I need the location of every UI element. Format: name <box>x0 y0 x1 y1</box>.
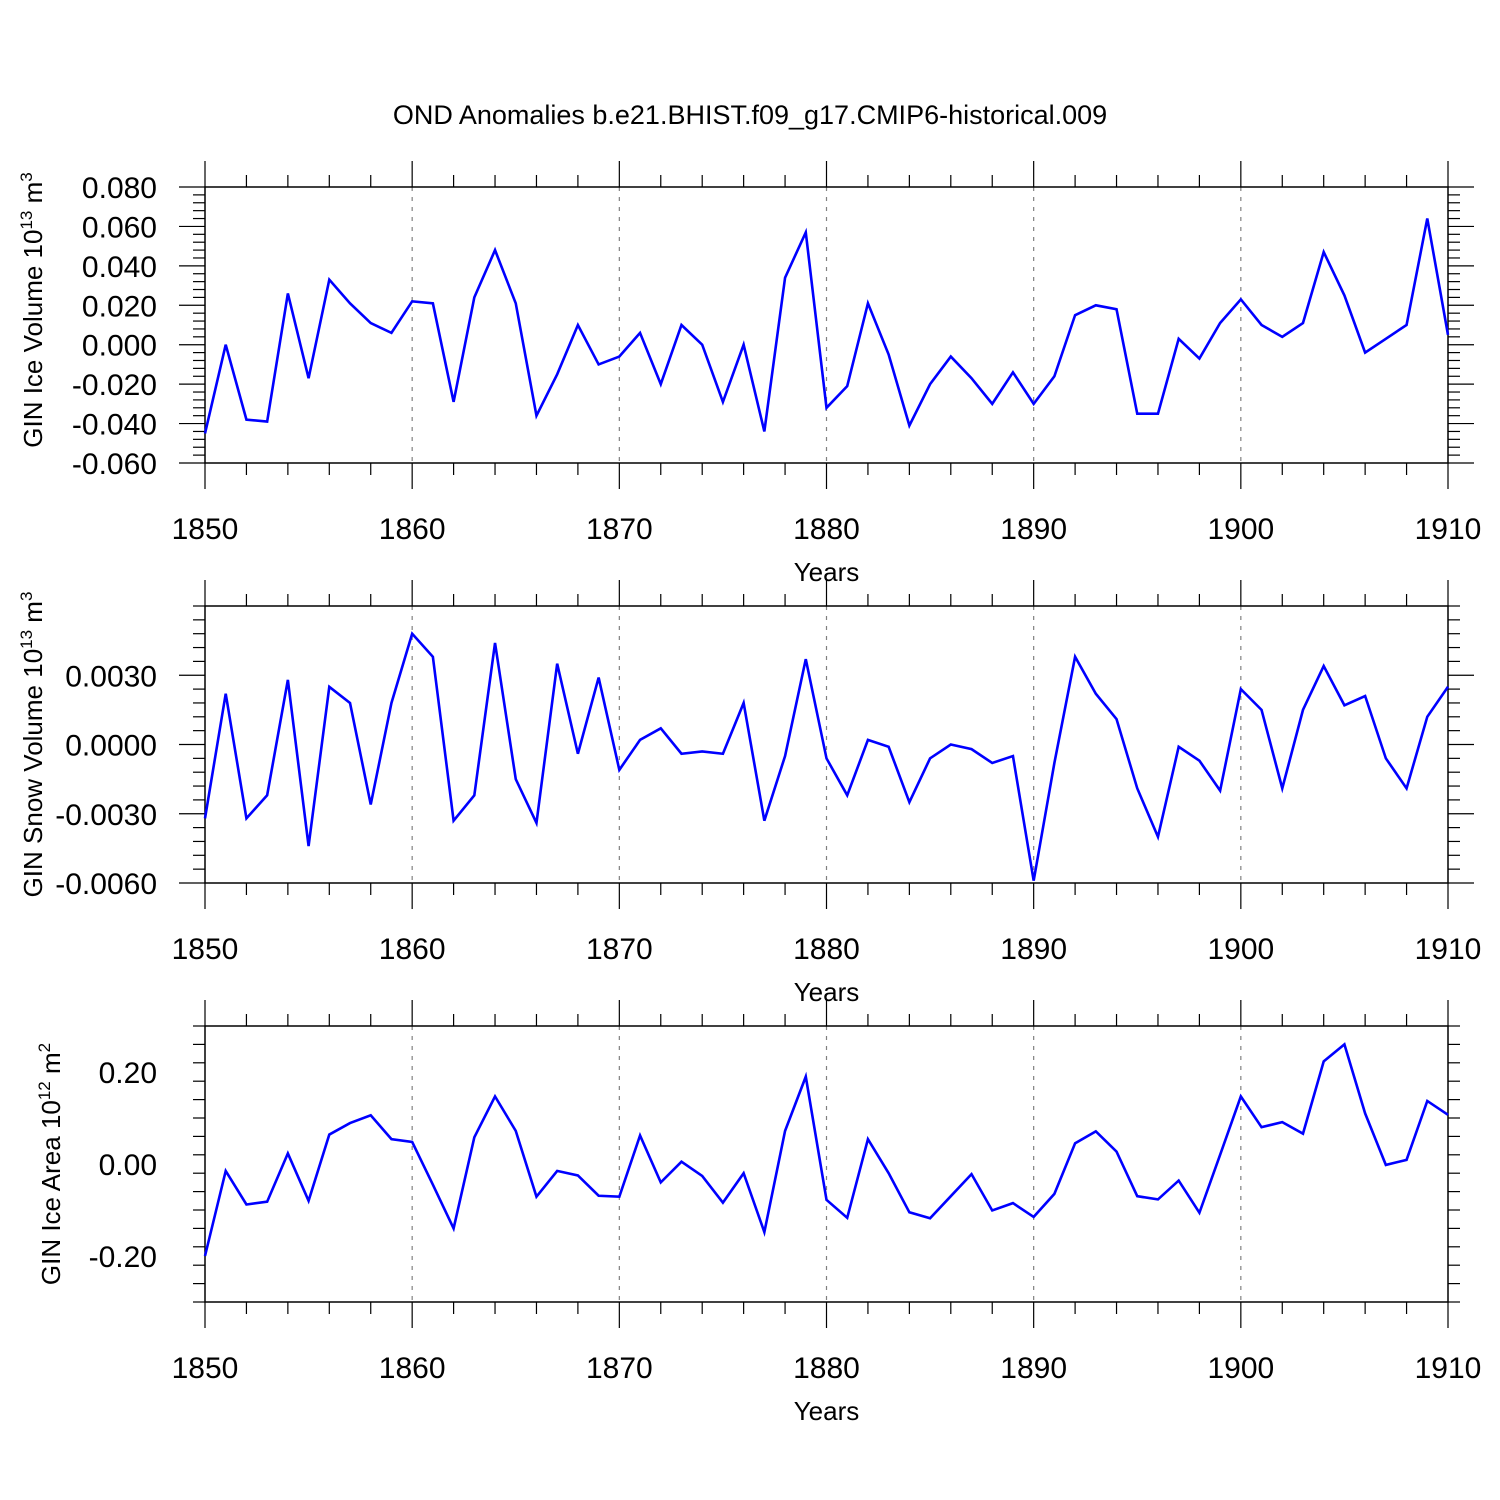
x-tick-label: 1900 <box>1207 933 1274 966</box>
y-tick-label: 0.080 <box>82 172 157 205</box>
y-tick-label: -0.20 <box>89 1241 157 1274</box>
x-tick-label: 1910 <box>1415 1352 1482 1385</box>
y-axis-title-part: GIN Ice Volume 10 <box>18 230 48 448</box>
y-tick-label: -0.060 <box>72 448 157 481</box>
y-axis-title-part: m <box>18 182 48 211</box>
x-tick-label: 1880 <box>793 1352 860 1385</box>
x-tick-label: 1870 <box>586 513 653 546</box>
x-tick-label: 1850 <box>172 1352 239 1385</box>
chart-title: OND Anomalies b.e21.BHIST.f09_g17.CMIP6-… <box>393 100 1107 130</box>
x-tick-label: 1850 <box>172 513 239 546</box>
x-tick-label: 1870 <box>586 933 653 966</box>
series-line <box>203 631 1450 881</box>
x-tick-label: 1850 <box>172 933 239 966</box>
y-tick-label: 0.20 <box>99 1057 157 1090</box>
x-tick-label: 1880 <box>793 513 860 546</box>
x-tick-label: 1910 <box>1415 933 1482 966</box>
y-tick-label: 0.0030 <box>65 660 157 693</box>
y-tick-label: -0.0060 <box>55 868 157 901</box>
y-tick-label: -0.020 <box>72 369 157 402</box>
x-tick-label: 1870 <box>586 1352 653 1385</box>
y-axis-title-superscript: 3 <box>17 592 36 601</box>
y-axis-title: GIN Ice Volume 1013 m3 <box>17 172 48 448</box>
x-tick-label: 1910 <box>1415 513 1482 546</box>
y-axis-title-superscript: 12 <box>35 1081 54 1100</box>
x-tick-label: 1900 <box>1207 1352 1274 1385</box>
y-axis-title: GIN Ice Area 1012 m2 <box>35 1043 66 1285</box>
x-tick-label: 1880 <box>793 933 860 966</box>
x-tick-label: 1890 <box>1000 513 1067 546</box>
y-tick-label: 0.0000 <box>65 730 157 763</box>
x-tick-label: 1890 <box>1000 1352 1067 1385</box>
x-tick-label: 1860 <box>379 513 446 546</box>
x-tick-label: 1890 <box>1000 933 1067 966</box>
y-tick-label: 0.020 <box>82 290 157 323</box>
y-tick-label: 0.060 <box>82 211 157 244</box>
y-tick-label: -0.040 <box>72 409 157 442</box>
panel-3: 1850 1860 1870 1880 1890 1900 1910 Years -0.20 0.… <box>35 1000 1481 1426</box>
y-tick-label: 0.00 <box>99 1149 157 1182</box>
series-line <box>203 1042 1449 1257</box>
y-axis-title-part: m <box>18 601 48 630</box>
x-tick-label: 1860 <box>379 933 446 966</box>
y-axis-title-superscript: 3 <box>17 172 36 181</box>
x-tick-label: 1860 <box>379 1352 446 1385</box>
y-tick-label: 0.000 <box>82 330 157 363</box>
y-axis-title-part: GIN Snow Volume 10 <box>18 649 48 898</box>
x-tick-label: 1900 <box>1207 513 1274 546</box>
y-axis-title: GIN Snow Volume 1013 m3 <box>17 592 48 898</box>
y-axis-title-superscript: 2 <box>35 1043 54 1052</box>
y-axis-title-superscript: 13 <box>17 211 36 230</box>
panel-2: 1850 1860 1870 1880 1890 1900 1910Years-0.0060… <box>17 580 1481 1007</box>
panel-1: 1850 1860 1870 1880 1890 1900 1910Years-0.060-… <box>17 161 1481 587</box>
y-tick-label: -0.0030 <box>55 799 157 832</box>
series-line <box>203 218 1450 434</box>
y-axis-title-part: m <box>36 1052 66 1081</box>
x-axis-title: Years <box>794 1396 860 1426</box>
y-tick-label: 0.040 <box>82 251 157 284</box>
y-axis-title-part: GIN Ice Area 10 <box>36 1100 66 1285</box>
y-axis-title-superscript: 13 <box>17 630 36 649</box>
